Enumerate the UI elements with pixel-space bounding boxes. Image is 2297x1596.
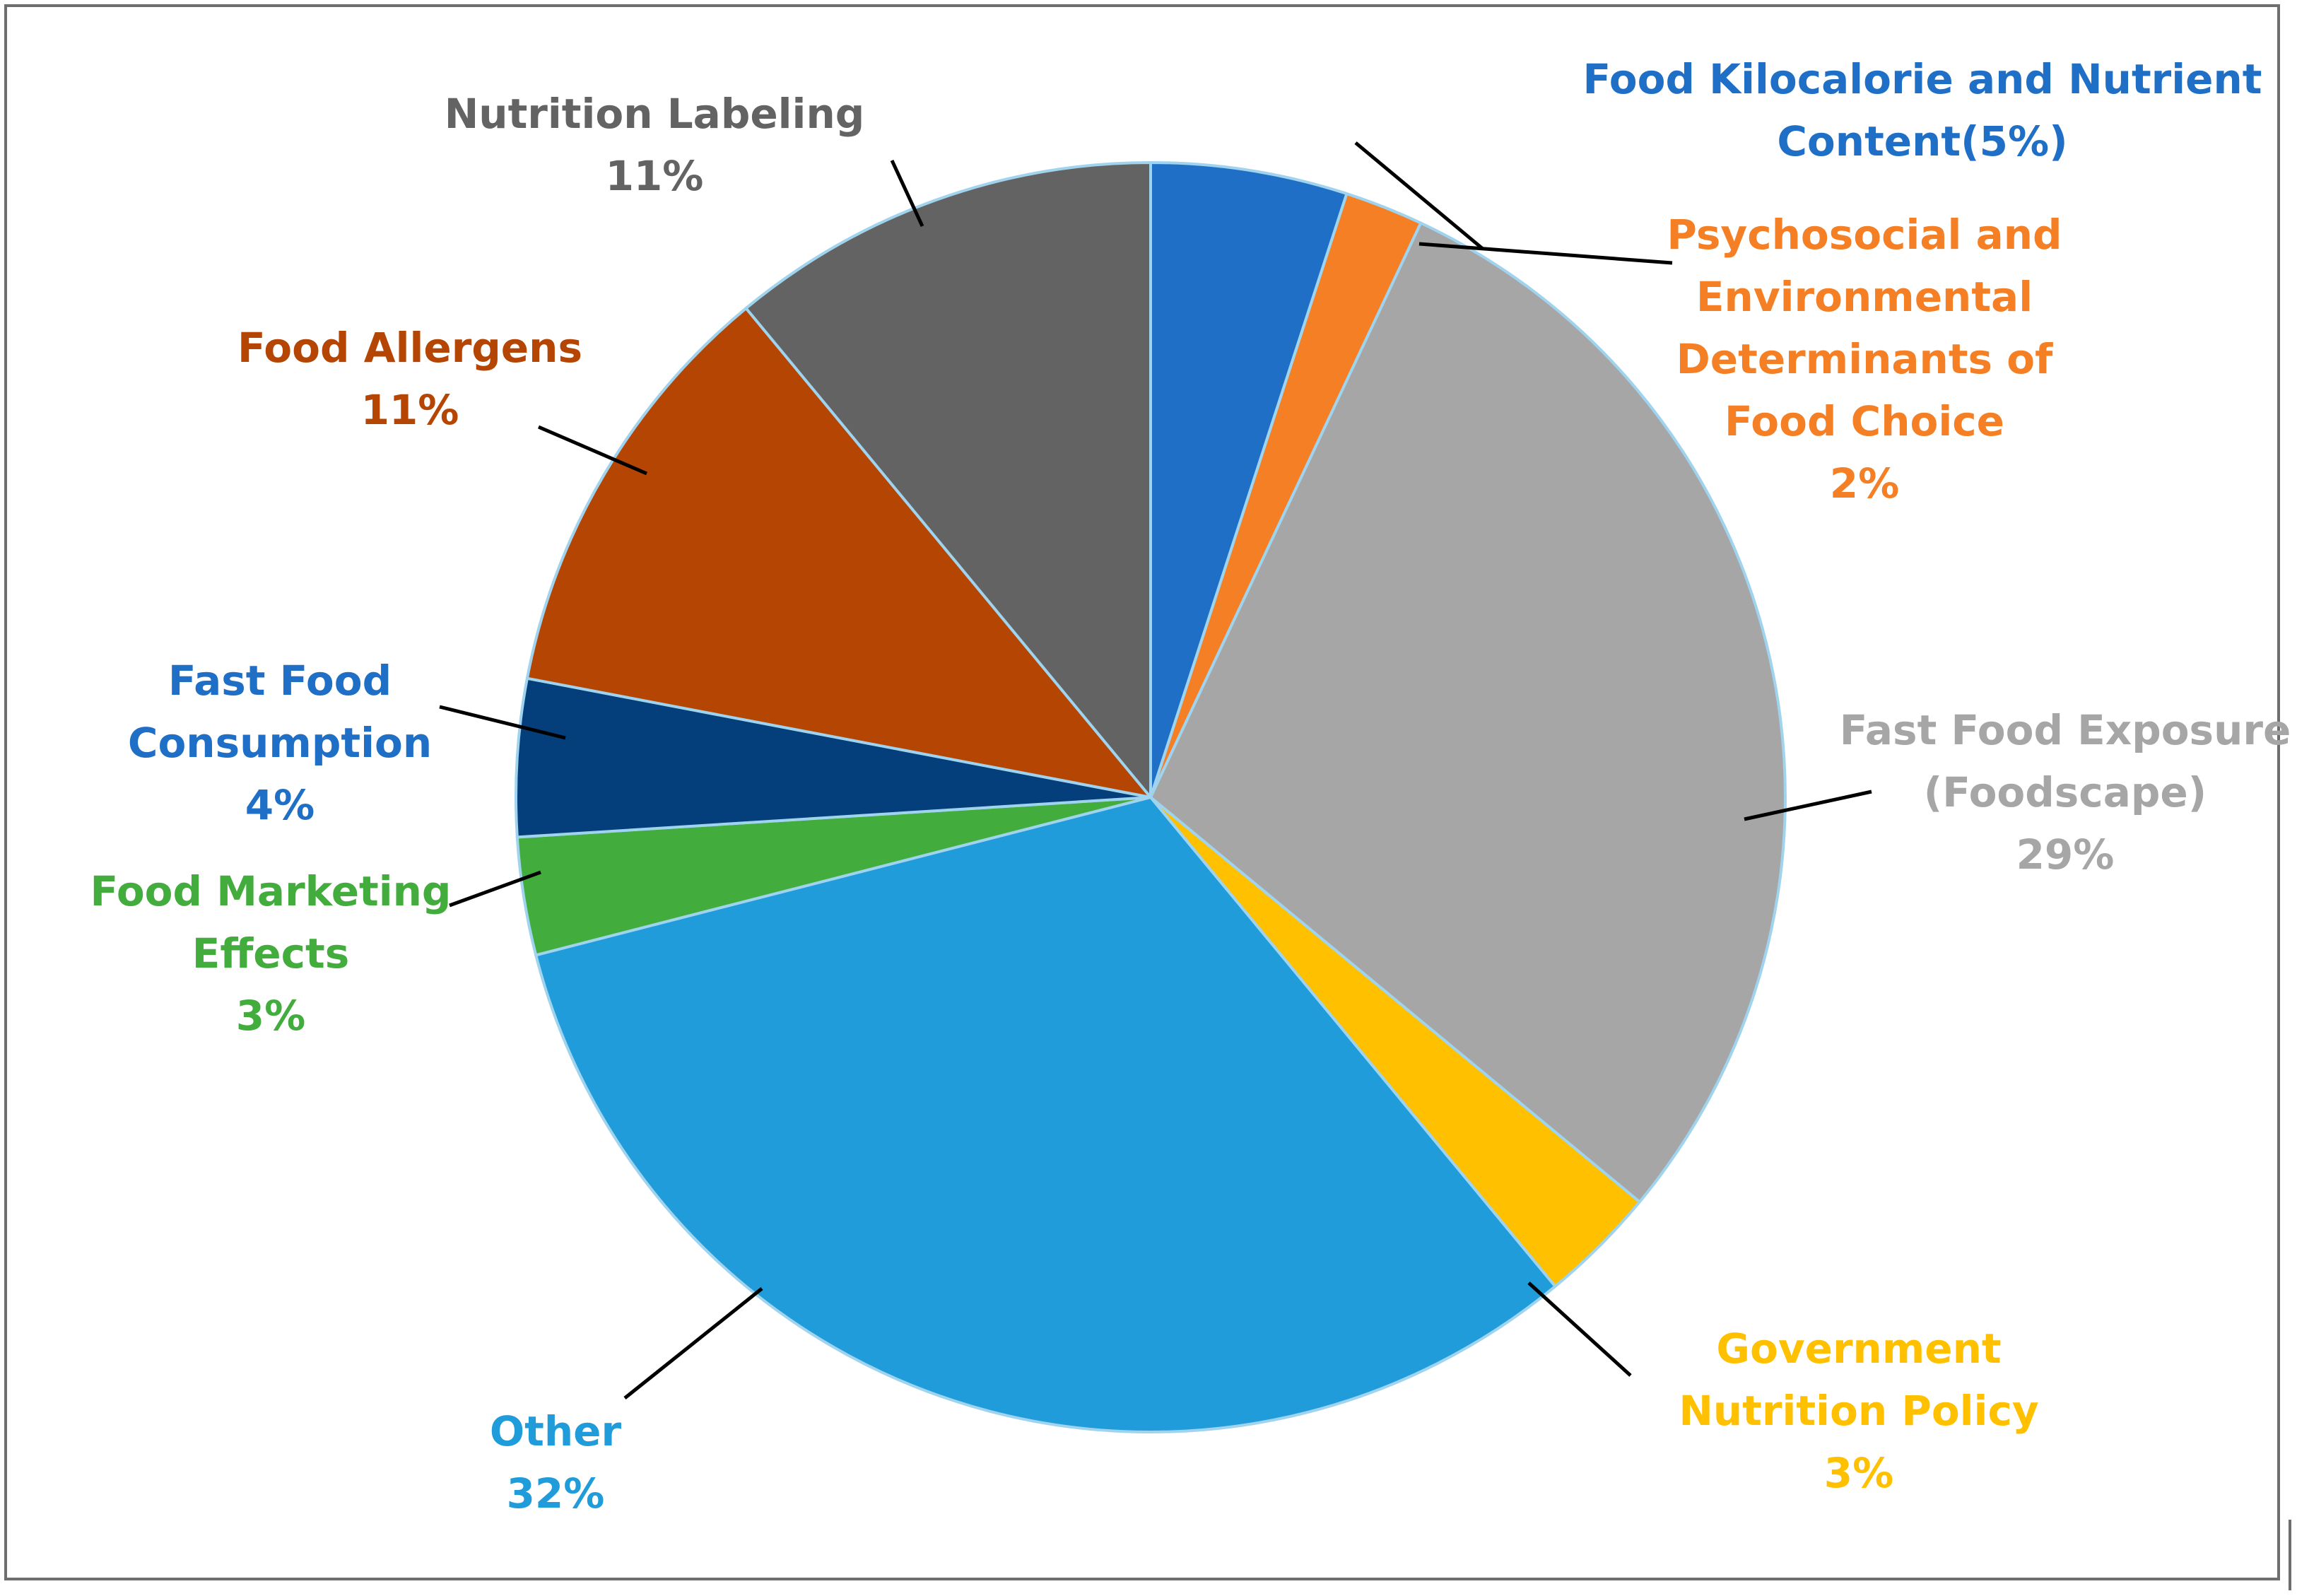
slice-label-line: Psychosocial and: [1667, 211, 2062, 259]
slice-label-marketing: Food Marketing Effects 3%: [90, 867, 452, 1040]
slice-label-line: Effects: [192, 929, 350, 978]
leader-line-government-policy: [1527, 1281, 1632, 1377]
slice-label-line: Other: [490, 1407, 622, 1455]
slice-percent-label: 3%: [1824, 1449, 1893, 1497]
leader-line-psychosocial: [1418, 242, 1673, 265]
pie-slice-labeling: [744, 161, 1152, 799]
slice-label-line: (Foodscape): [1924, 768, 2207, 816]
slice-label-fastfood-consumption: Fast Food Consumption 4%: [128, 657, 432, 829]
slice-label-line: Fast Food Exposure: [1840, 706, 2291, 754]
slice-label-line: Consumption: [128, 719, 432, 767]
slice-percent-label: 32%: [507, 1469, 605, 1518]
slice-label-line: Fast Food: [168, 657, 392, 705]
leader-line-allergens: [538, 425, 647, 476]
slice-label-line: Food Kilocalorie and Nutrient: [1582, 55, 2262, 103]
slice-percent-label: 29%: [2016, 831, 2115, 879]
slice-label-line: Government: [1716, 1325, 2001, 1373]
leader-line-fastfood-exposure: [1744, 790, 1872, 821]
slice-label-fastfood-exposure: Fast Food Exposure (Foodscape) 29%: [1840, 706, 2291, 879]
frame-edge-mark: [2289, 1520, 2291, 1590]
slice-percent-label: 11%: [361, 386, 459, 434]
leader-line-fastfood-consumption: [439, 705, 566, 740]
slice-label-line: Content(5%): [1777, 117, 2067, 165]
slice-label-line: Food Marketing: [90, 867, 452, 915]
slice-label-other: Other 32%: [490, 1407, 622, 1518]
slice-label-line: Nutrition Labeling: [445, 90, 865, 138]
slice-label-allergens: Food Allergens 11%: [237, 324, 582, 434]
slice-label-line: Nutrition Policy: [1679, 1387, 2038, 1435]
slice-percent-label: 3%: [236, 992, 305, 1040]
slice-percent-label: 4%: [245, 781, 315, 829]
leader-line-kilocalorie: [1354, 141, 1484, 250]
slice-label-line: Environmental: [1696, 273, 2033, 321]
slice-label-line: Food Choice: [1725, 397, 2004, 445]
slice-label-kilocalorie: Food Kilocalorie and Nutrient Content(5%): [1582, 55, 2262, 165]
slice-label-line: Food Allergens: [237, 324, 582, 372]
leader-line-marketing: [449, 870, 541, 908]
slice-percent-label: 11%: [606, 152, 704, 200]
slice-label-psychosocial: Psychosocial and Environmental Determinant…: [1667, 211, 2062, 507]
leader-line-labeling: [890, 159, 924, 228]
slice-label-labeling: Nutrition Labeling 11%: [445, 90, 865, 200]
pie-slice-other: [534, 796, 1557, 1433]
slice-label-government-policy: Government Nutrition Policy 3%: [1679, 1325, 2038, 1497]
pie-slice-kilocalorie: [1149, 161, 1349, 799]
slice-percent-label: 2%: [1830, 459, 1899, 507]
pie-slice-fastfood-exposure: [1149, 221, 1787, 1204]
slice-label-line: Determinants of: [1676, 335, 2053, 383]
pie-slice-allergens: [525, 307, 1152, 799]
leader-line-other: [623, 1287, 763, 1400]
pie-slice-fastfood-consumption: [515, 676, 1152, 839]
